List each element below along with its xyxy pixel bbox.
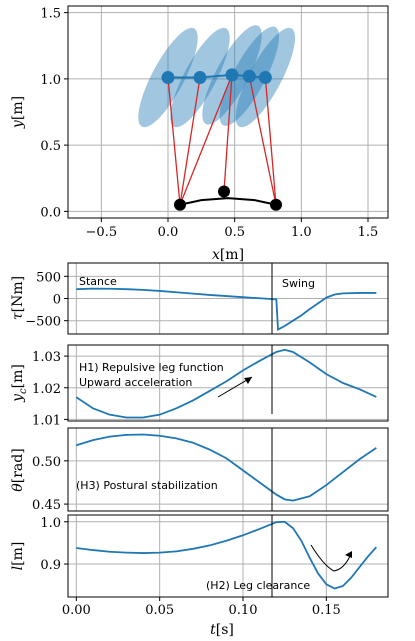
xy-xticks: −0.5 0.0 0.5 1.0 1.5 [86,218,379,240]
theta-grid [68,428,388,511]
leg-line [248,76,277,205]
l-series-line [76,520,378,590]
panel-tau: 500 0 −500 Stance Swing τ[Nm] [10,262,389,335]
xy-ylabel: y[m] [10,96,26,129]
yc-yticks: 1.03 1.02 1.01 [32,350,68,428]
yc-ytick-label: 1.01 [32,413,61,428]
theta-ytick-label: 0.50 [32,455,61,470]
xy-yticks: 0.0 0.5 1.0 1.5 [40,7,68,220]
xy-ytick-label: 1.5 [40,7,61,22]
l-grid [68,515,388,597]
xy-xtick-label: −0.5 [86,225,118,240]
tau-annotation-stance: Stance [79,275,117,288]
xy-xtick-label: 0.5 [224,225,245,240]
panel-theta: 0.50 0.45 (H3) Postural stabilization θ[r… [10,427,389,513]
tau-annotation-swing: Swing [282,277,315,290]
yc-annotation-h1: H1) Repulsive leg function [79,361,224,374]
xy-points [161,68,282,211]
l-ylabel: l[m] [10,542,26,571]
yc-grid [68,345,388,421]
xy-xtick-label: 0.0 [158,225,179,240]
yc-annotation-upward: Upward acceleration [79,376,192,389]
tau-ytick-label: 0 [53,293,61,308]
xy-xtick-label: 1.5 [358,225,379,240]
body-point [161,71,175,85]
foot-point [174,198,186,211]
l-frame [67,514,389,598]
tau-ylabel: τ[Nm] [10,276,26,320]
leg-line [167,77,181,205]
xy-xlabel: x[m] [212,247,244,263]
xy-legs [167,74,277,205]
leg-line [179,74,233,205]
body-point [193,71,207,85]
foot-point [218,185,230,198]
yc-series-line [75,348,377,419]
l-xticks: 0.00 0.05 0.10 0.15 [62,597,341,618]
l-ytick-label: 1.0 [40,516,61,531]
xy-frame [67,5,389,219]
leg-line [179,77,201,205]
yc-arrowhead [244,377,252,384]
theta-annotation-h3: (H3) Postural stabilization [76,479,218,492]
l-arrow-curve [310,544,351,572]
body-point [225,68,239,82]
leg-line [223,74,233,192]
l-ytick-label: 0.9 [40,558,61,573]
yc-ytick-label: 1.03 [32,350,61,365]
panel-yc: 1.031.021.01 H1) Repulsive leg function … [10,344,389,428]
tau-yticks: 500 0 −500 [25,270,68,330]
l-yticks: 1.0 0.9 [40,516,68,573]
yc-frame [67,344,389,422]
l-annotation-h2: (H2) Leg clearance [206,579,310,592]
xy-ytick-label: 0.0 [40,205,61,220]
l-arrowhead [345,551,352,558]
theta-series-line [76,433,377,502]
panel-leg-length: 1.0 0.9 0.00 0.05 0.10 0.15 (H2) Leg clearan… [10,514,389,638]
leg-line [264,77,277,205]
tau-grid [68,263,388,334]
l-xtick-label: 0.10 [229,603,258,618]
xy-grid [68,6,388,218]
yc-ylabel: yc[m] [10,364,29,403]
xy-ytick-label: 1.0 [40,73,61,88]
l-xtick-label: 0.00 [62,603,91,618]
body-point [242,69,256,83]
l-xtick-label: 0.05 [145,603,174,618]
tau-ytick-label: −500 [25,315,61,330]
theta-yticks: 0.50 0.45 [32,455,68,513]
l-xtick-label: 0.15 [312,603,341,618]
tau-series-line [76,287,377,332]
tau-ytick-label: 500 [36,270,61,285]
theta-ytick-label: 0.45 [32,498,61,513]
panel-xy: −0.5 0.0 0.5 1.0 1.5 0.0 0.5 1.0 1.5 x[m] y[m] [10,5,389,263]
theta-frame [67,427,389,512]
yc-ytick-label: 1.02 [32,382,61,397]
theta-ylabel: θ[rad] [10,448,26,491]
xy-xtick-label: 1.0 [291,225,312,240]
l-xlabel: t[s] [210,622,234,638]
foot-point [270,198,282,211]
xy-ytick-label: 0.5 [40,139,61,154]
body-point [258,71,272,85]
foot-arc [179,197,277,206]
